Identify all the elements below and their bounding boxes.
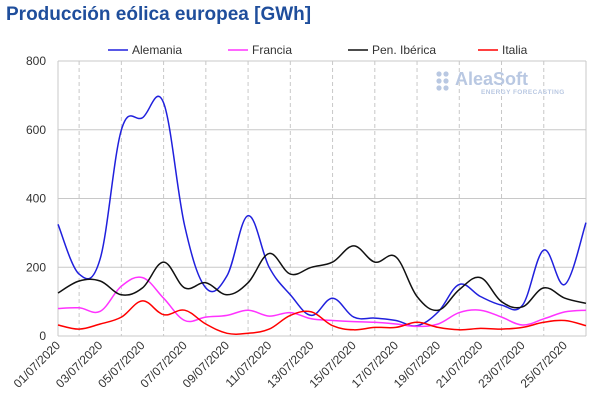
series-layer xyxy=(57,95,587,335)
y-tick-label: 800 xyxy=(26,54,46,68)
aleasoft-logo: AleaSoft ENERGY FORECASTING xyxy=(436,69,564,96)
legend-label-francia: Francia xyxy=(252,43,292,57)
y-tick-label: 0 xyxy=(39,329,46,343)
y-tick-label: 400 xyxy=(26,192,46,206)
series-line-francia xyxy=(57,276,587,328)
y-tick-label: 200 xyxy=(26,260,46,274)
series-line-alemania xyxy=(57,95,587,327)
logo-mark-icon xyxy=(436,71,449,91)
chart-title: Producción eólica europea [GWh] xyxy=(6,4,312,25)
logo-tagline: ENERGY FORECASTING xyxy=(481,89,565,96)
series-line-italia xyxy=(57,300,587,335)
legend: Alemania Francia Pen. Ibérica Italia xyxy=(108,43,528,57)
legend-label-pen-ib-rica: Pen. Ibérica xyxy=(372,43,436,57)
grid-layer xyxy=(57,60,587,337)
logo-name: AleaSoft xyxy=(455,69,528,89)
legend-label-alemania: Alemania xyxy=(132,43,182,57)
y-axis-ticks: 0 200 400 600 800 xyxy=(26,54,46,343)
x-axis-ticks: 01/07/202003/07/202005/07/202007/07/2020… xyxy=(11,338,570,391)
series-line-pen-ib-rica xyxy=(57,245,587,312)
y-tick-label: 600 xyxy=(26,123,46,137)
legend-label-italia: Italia xyxy=(502,43,528,57)
